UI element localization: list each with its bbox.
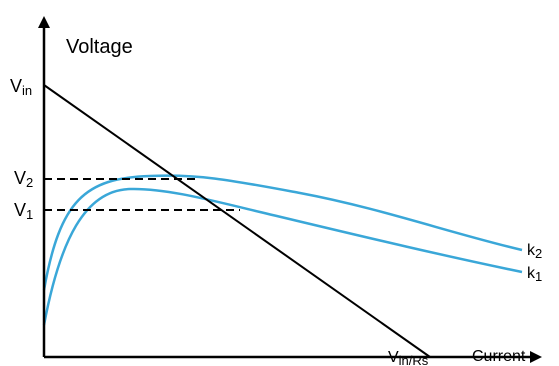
- k1-label: k1: [527, 265, 542, 284]
- v2-label: V2: [14, 168, 33, 190]
- y-axis-title: Voltage: [66, 36, 133, 58]
- vin-label: Vin: [10, 76, 32, 98]
- v1-label: V1: [14, 200, 33, 222]
- x-axis-title: Current: [472, 348, 526, 365]
- load-line: [43, 84, 431, 358]
- curve-k2: [42, 174, 523, 291]
- vin-rs-label: Vin/Rs: [388, 349, 429, 366]
- k2-label: k2: [527, 242, 542, 261]
